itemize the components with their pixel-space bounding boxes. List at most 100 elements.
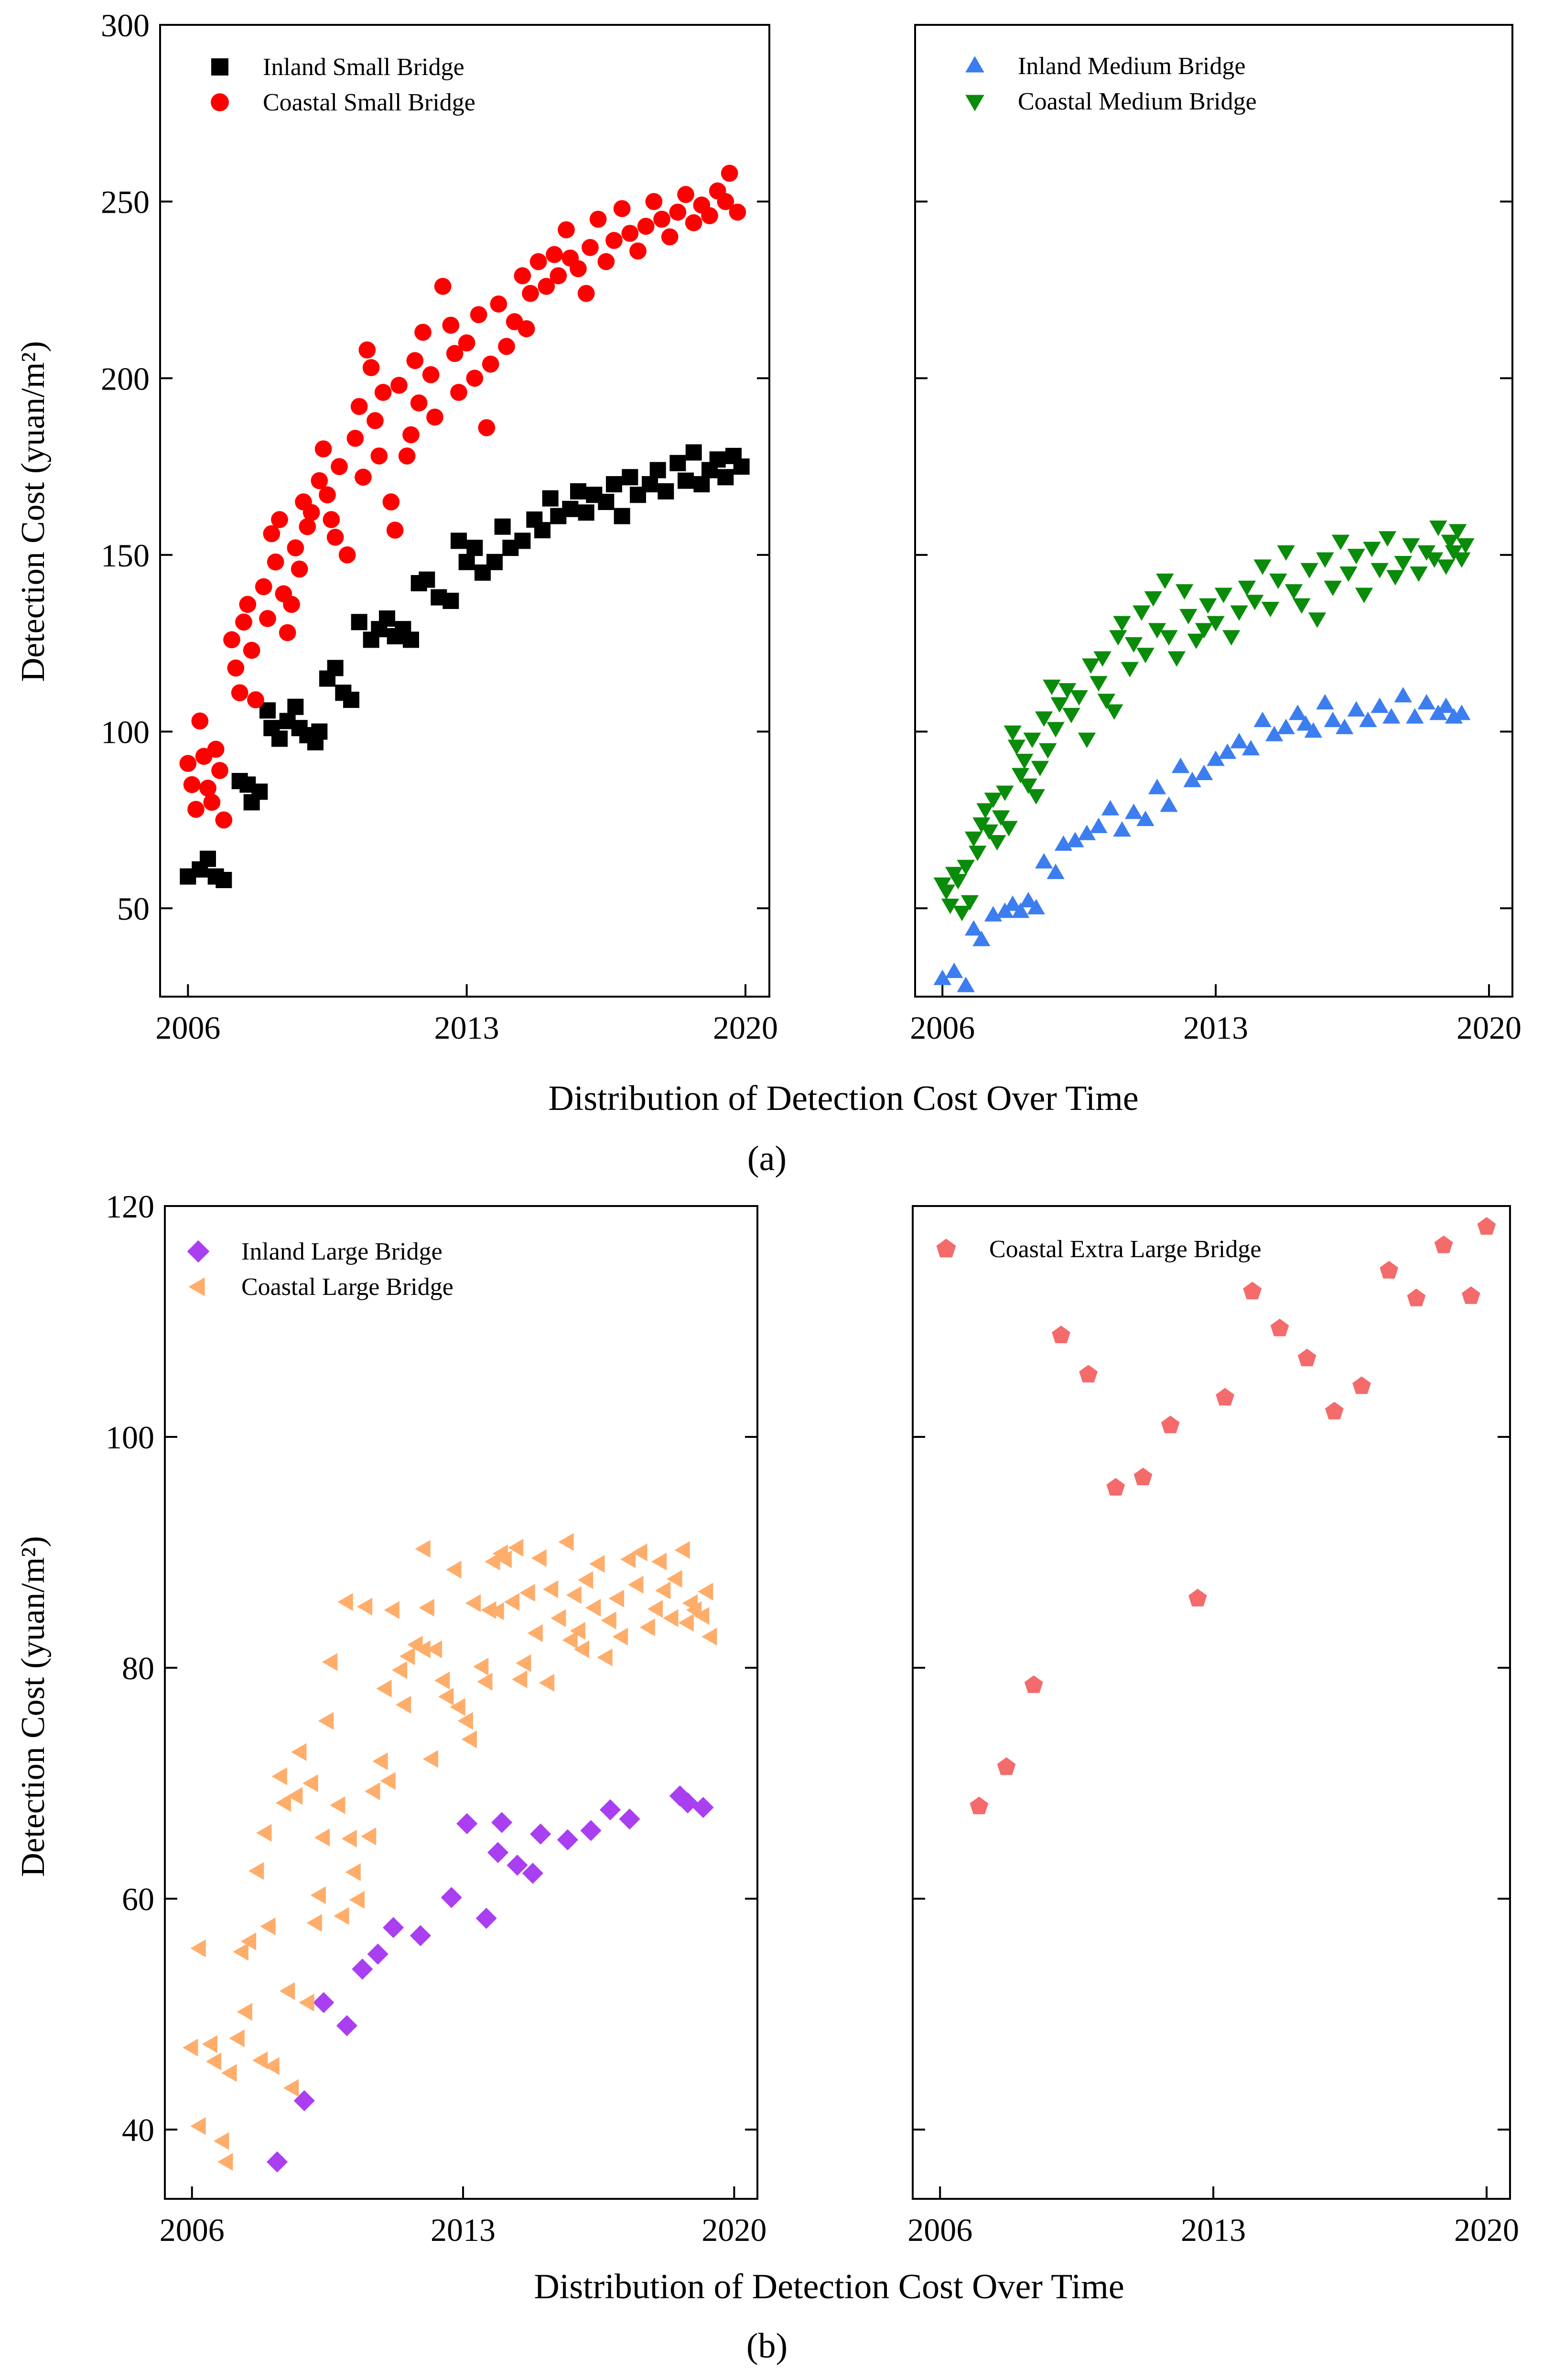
data-point: [233, 1943, 248, 1961]
data-point: [677, 186, 694, 203]
data-point: [582, 239, 599, 256]
data-point: [266, 2151, 288, 2173]
data-point: [470, 306, 487, 324]
y-tick-label: 300: [101, 7, 150, 43]
legend-label: Coastal Medium Bridge: [1018, 88, 1257, 115]
data-point: [203, 793, 221, 811]
legend-marker-coastal-medium-bridge: [965, 95, 984, 111]
data-point: [386, 522, 404, 539]
data-point: [299, 1993, 314, 2012]
data-point: [183, 2038, 198, 2057]
data-point: [678, 1614, 694, 1632]
data-point: [434, 278, 452, 295]
series-coastal-small-bridge: [179, 164, 746, 829]
x-axis-label-b: Distribution of Detection Cost Over Time: [534, 2267, 1124, 2306]
data-point: [481, 1601, 496, 1619]
data-point: [1331, 534, 1350, 550]
data-point: [216, 872, 232, 889]
data-point: [542, 490, 559, 507]
data-point: [477, 1673, 493, 1691]
data-point: [346, 430, 364, 447]
x-tick-label: 2013: [1181, 2212, 1246, 2248]
data-point: [1070, 690, 1088, 706]
data-point: [685, 444, 702, 461]
data-point: [601, 1611, 616, 1630]
data-point: [360, 1827, 377, 1846]
data-point: [693, 1607, 710, 1625]
data-point: [620, 1550, 636, 1568]
data-point: [1325, 1402, 1344, 1420]
data-point: [1382, 708, 1401, 724]
data-point: [264, 2057, 280, 2075]
data-point: [1288, 705, 1307, 720]
data-point: [1304, 722, 1323, 738]
data-point: [202, 2035, 218, 2054]
data-point: [570, 1622, 585, 1640]
data-point: [345, 1863, 361, 1881]
data-point: [558, 1533, 574, 1551]
data-point: [941, 899, 960, 914]
x-tick-label: 2020: [713, 1010, 778, 1046]
data-point: [1300, 563, 1318, 579]
data-point: [632, 1543, 647, 1562]
data-point: [1335, 718, 1354, 734]
y-tick-label: 80: [122, 1650, 154, 1686]
data-point: [199, 779, 216, 797]
data-point: [964, 920, 983, 936]
data-point: [1270, 1318, 1289, 1337]
x-tick-label: 2020: [1457, 1010, 1521, 1046]
data-point: [187, 801, 205, 818]
data-point: [215, 811, 233, 829]
data-point: [1124, 804, 1143, 819]
data-point: [1093, 651, 1111, 667]
data-point: [466, 540, 483, 556]
x-tick-label: 2006: [910, 1010, 975, 1046]
y-tick-label: 50: [117, 891, 150, 927]
data-point: [504, 1593, 520, 1611]
data-point: [1113, 616, 1131, 631]
data-point: [355, 468, 372, 486]
data-point: [1105, 704, 1123, 720]
data-point: [622, 469, 638, 486]
data-point: [214, 2132, 229, 2150]
data-point: [608, 1589, 624, 1608]
data-point: [200, 850, 216, 867]
data-point: [179, 755, 197, 772]
data-point: [190, 2117, 206, 2135]
data-point: [573, 1640, 590, 1659]
data-point: [984, 793, 1003, 808]
data-point: [322, 1653, 338, 1671]
data-point: [221, 2064, 237, 2082]
data-point: [1359, 711, 1377, 728]
data-point: [1003, 895, 1022, 911]
data-point: [1133, 605, 1151, 621]
data-point: [516, 1654, 531, 1673]
data-point: [1011, 768, 1030, 783]
data-point: [1011, 902, 1030, 918]
data-point: [438, 1687, 454, 1706]
data-point: [1133, 1467, 1153, 1486]
data-point: [384, 1601, 399, 1619]
data-point: [629, 242, 647, 260]
data-point: [283, 2079, 299, 2097]
data-point: [667, 1570, 682, 1588]
data-point: [507, 1539, 524, 1557]
data-point: [1160, 796, 1178, 812]
data-point: [1425, 552, 1444, 568]
data-point: [663, 1609, 679, 1627]
data-point: [259, 610, 276, 627]
data-point: [229, 2029, 245, 2047]
legend: Coastal Extra Large Bridge: [936, 1236, 1261, 1263]
data-point: [1216, 1388, 1234, 1406]
data-point: [599, 1799, 621, 1821]
data-point: [334, 1907, 349, 1925]
data-point: [1316, 694, 1334, 710]
data-point: [422, 366, 440, 383]
data-point: [426, 1640, 442, 1659]
data-point: [628, 1576, 644, 1594]
data-point: [1078, 825, 1096, 840]
data-point: [1047, 863, 1065, 880]
data-point: [1308, 612, 1327, 628]
data-point: [350, 398, 368, 415]
